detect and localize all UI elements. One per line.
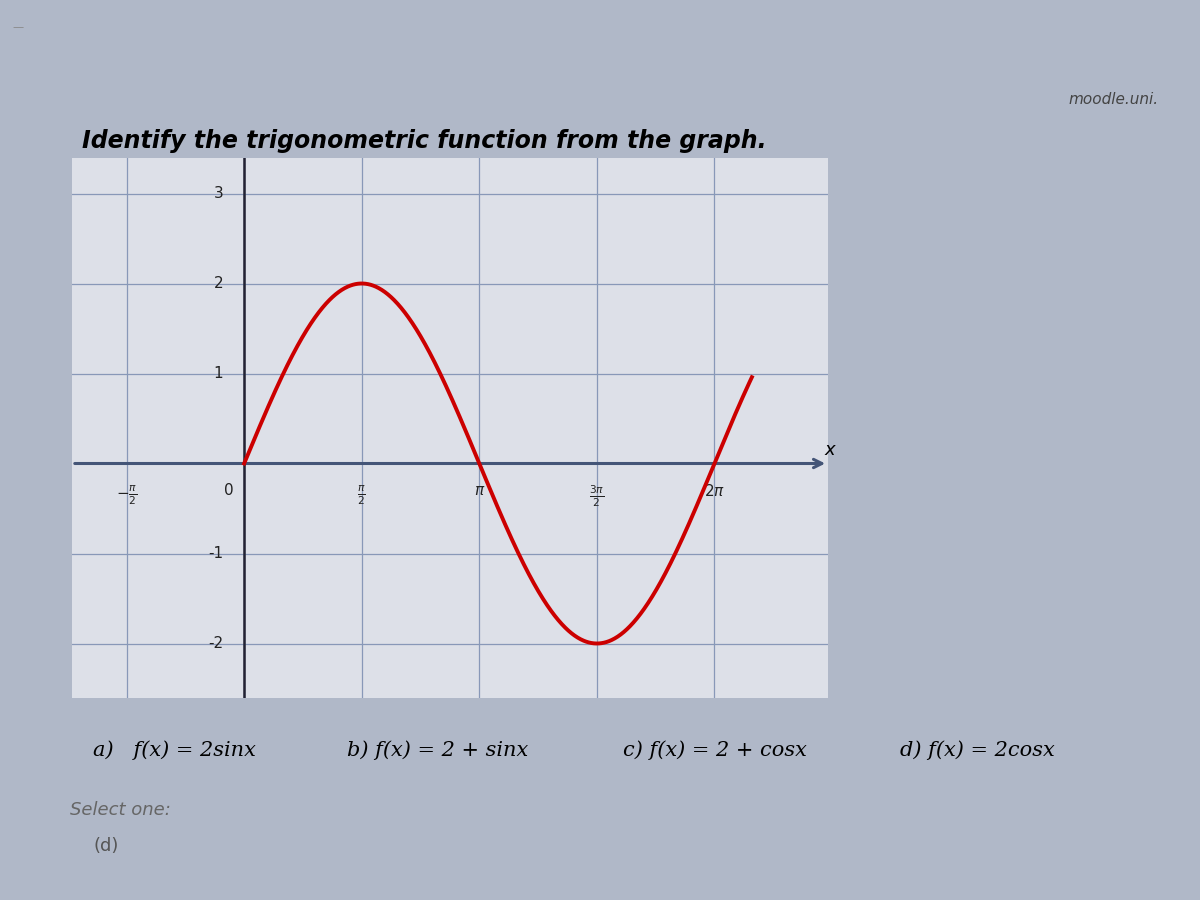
Text: $-\frac{\pi}{2}$: $-\frac{\pi}{2}$ bbox=[115, 483, 137, 507]
Text: b) f(x) = 2 + sinx: b) f(x) = 2 + sinx bbox=[347, 740, 528, 760]
Text: -2: -2 bbox=[208, 636, 223, 651]
Text: —: — bbox=[12, 22, 23, 32]
Text: moodle.uni.: moodle.uni. bbox=[1068, 93, 1159, 107]
Text: Identify the trigonometric function from the graph.: Identify the trigonometric function from… bbox=[82, 129, 767, 153]
Text: (d): (d) bbox=[94, 837, 119, 855]
Text: a)   f(x) = 2sinx: a) f(x) = 2sinx bbox=[94, 740, 256, 760]
Text: c) f(x) = 2 + cosx: c) f(x) = 2 + cosx bbox=[623, 740, 806, 760]
Text: 3: 3 bbox=[214, 186, 223, 201]
Text: 0: 0 bbox=[224, 483, 234, 499]
Text: $2\pi$: $2\pi$ bbox=[704, 483, 725, 500]
Text: 2: 2 bbox=[214, 276, 223, 291]
Text: 1: 1 bbox=[214, 366, 223, 381]
Text: $\pi$: $\pi$ bbox=[474, 483, 485, 499]
Text: $\frac{\pi}{2}$: $\frac{\pi}{2}$ bbox=[358, 483, 366, 507]
Text: $\frac{3\pi}{2}$: $\frac{3\pi}{2}$ bbox=[589, 483, 605, 508]
Text: Select one:: Select one: bbox=[70, 801, 170, 819]
Text: d) f(x) = 2cosx: d) f(x) = 2cosx bbox=[900, 740, 1055, 760]
Text: x: x bbox=[824, 441, 835, 459]
Text: -1: -1 bbox=[208, 546, 223, 561]
